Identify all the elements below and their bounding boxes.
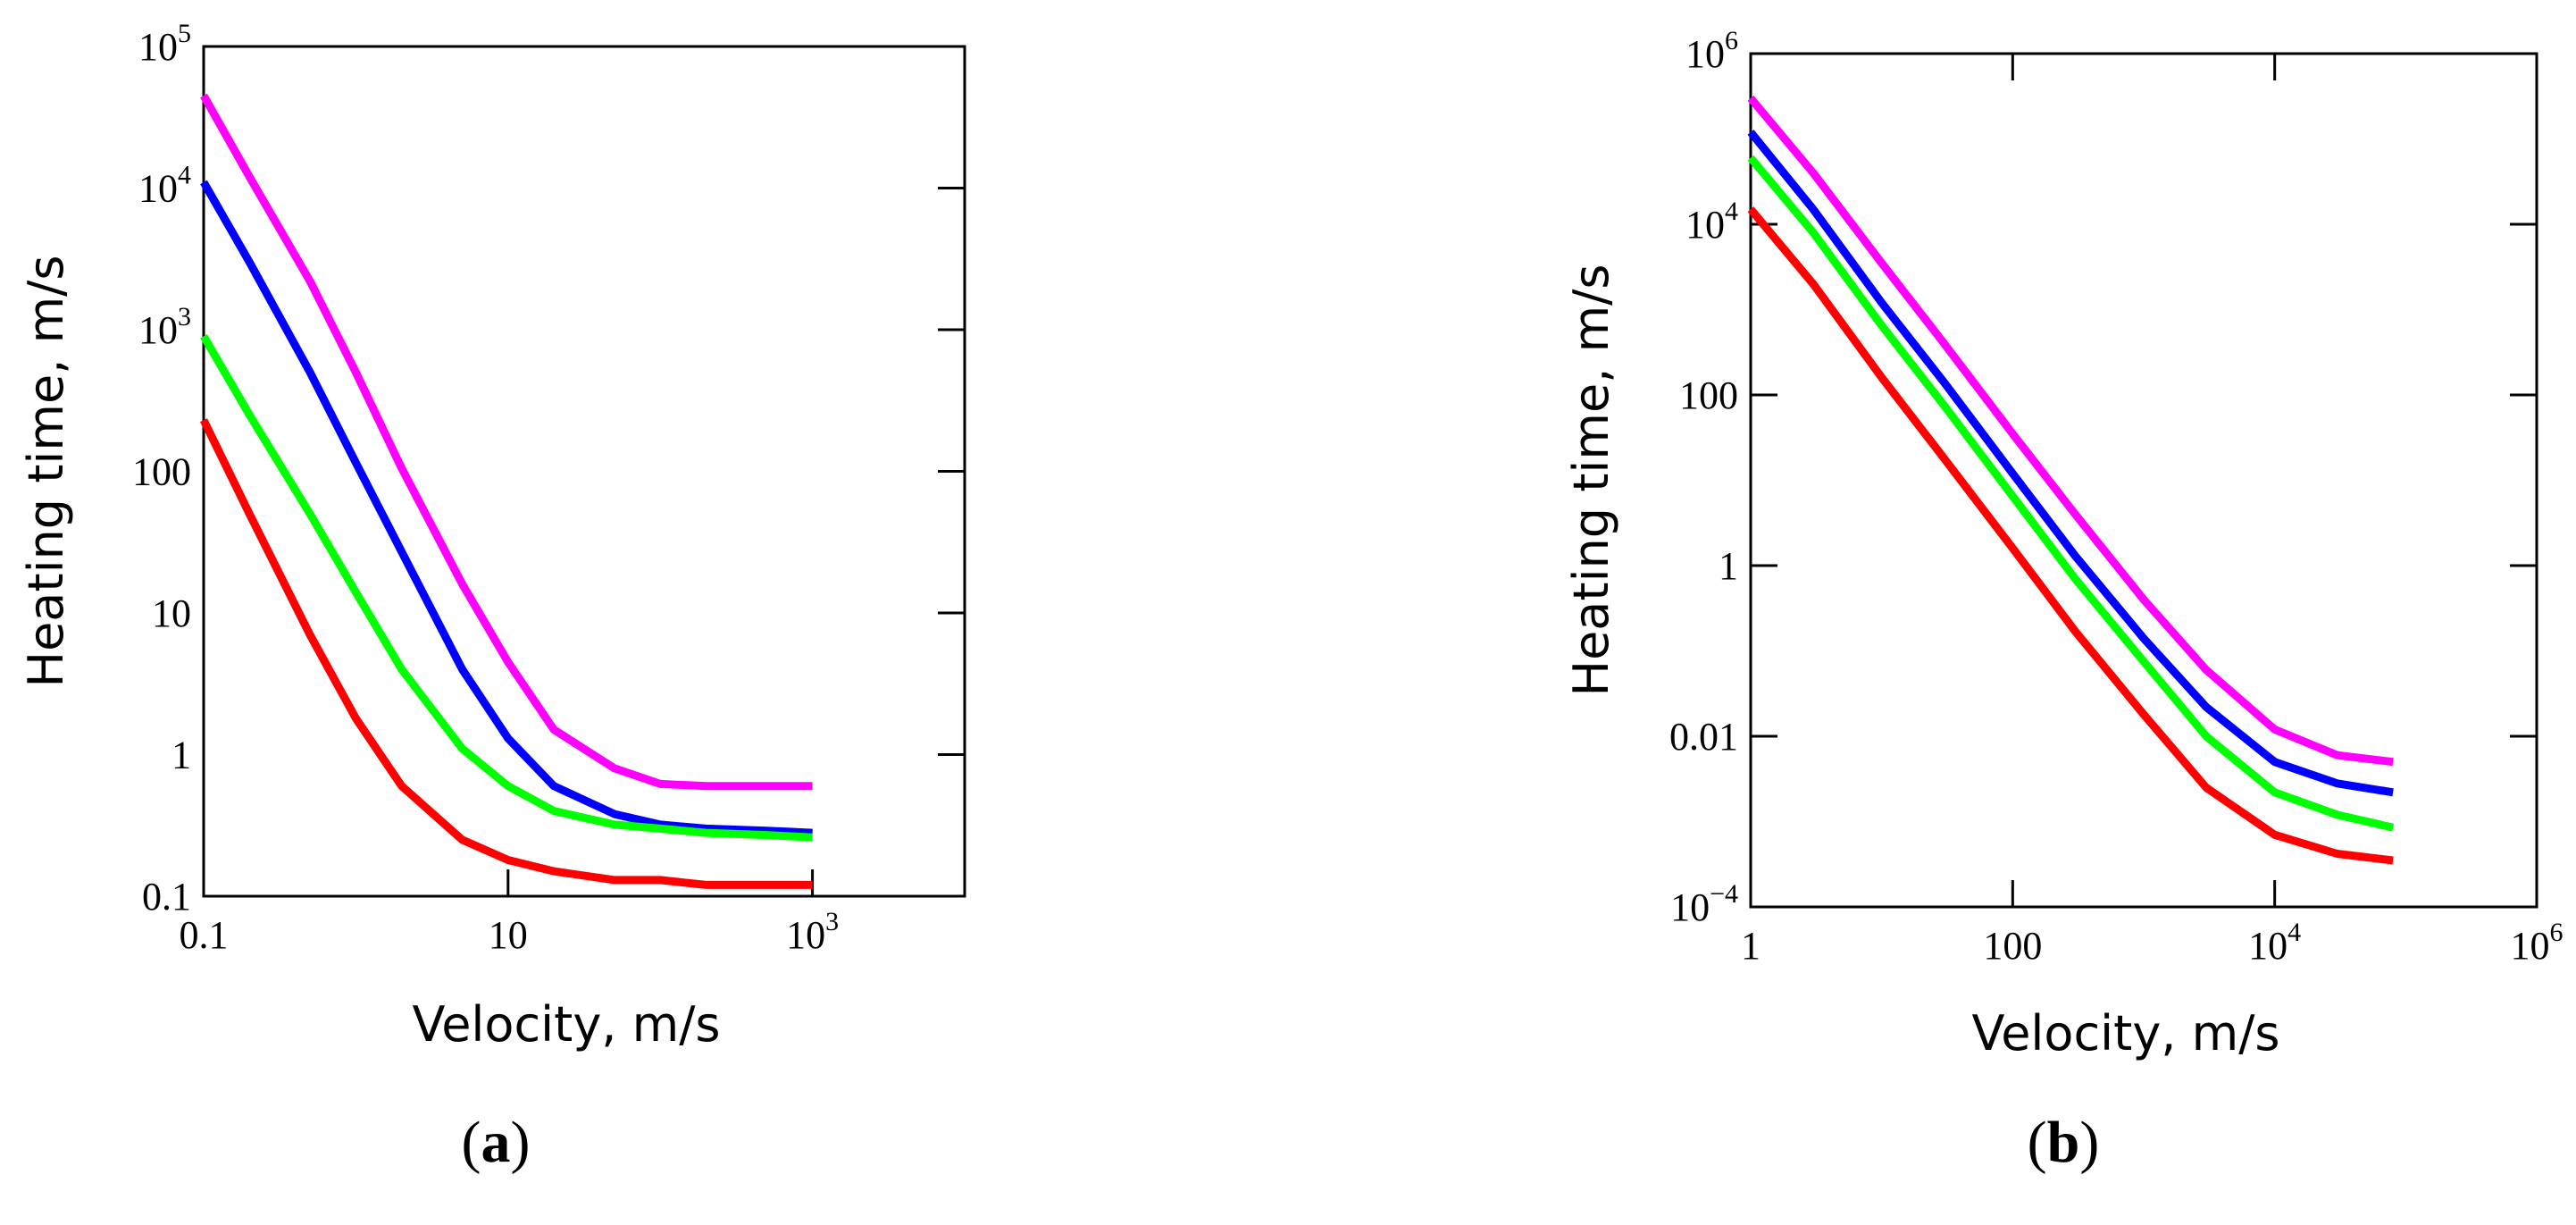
y-tick-label: 104 [138,161,191,211]
caption-open-paren: ( [462,1110,481,1175]
y-tick-label-exponent: 3 [178,302,191,331]
panel-caption: (a) [462,1110,531,1175]
y-tick-label: 100 [132,450,191,494]
caption-open-paren: ( [2028,1110,2047,1175]
y-axis-title: Heating time, m/s [1563,264,1619,696]
x-tick-label-base: 1 [1741,924,1761,968]
plot-frame [202,45,966,898]
y-tick-label: 10 [152,592,191,635]
y-tick-label-exponent: 4 [1725,197,1738,226]
caption-letter: b [2047,1110,2080,1175]
caption-close-paren: ) [511,1110,531,1175]
x-tick-label: 104 [2248,918,2301,968]
x-tick-label: 103 [786,907,839,957]
x-tick-label-exponent: 4 [2287,918,2301,947]
y-tick-label-base: 10 [138,167,178,211]
x-tick-label-base: 100 [1983,924,2042,968]
y-tick-label-base: 10 [152,592,191,635]
series-line-3 [200,334,813,842]
y-tick-label-exponent: 4 [178,161,191,190]
x-tick-label-exponent: 3 [825,907,839,936]
y-tick-label-base: 0.1 [142,875,191,919]
series-line-4 [1747,206,2394,865]
x-tick-label-base: 10 [2511,924,2550,968]
y-tick-label-exponent: 6 [1725,26,1738,55]
x-axis-title: Velocity, m/s [1971,1005,2279,1061]
y-tick-label-base: 10 [1685,32,1725,76]
x-tick-label-base: 0.1 [180,913,229,957]
series-line-4 [199,418,813,889]
x-tick-label-base: 10 [786,913,825,957]
y-tick-label: 1 [1719,544,1738,588]
y-tick-label-exponent: −4 [1710,879,1738,909]
caption-close-paren: ) [2079,1110,2099,1175]
series-line-1 [1747,96,2394,767]
y-tick-label-base: 1 [1719,544,1738,588]
series-line-2 [1747,130,2394,797]
x-axis-title: Velocity, m/s [412,996,720,1053]
x-tick-label: 10 [489,913,528,957]
y-tick-label: 0.1 [142,875,191,919]
y-tick-label-base: 10 [138,25,178,69]
x-tick-label-exponent: 6 [2550,918,2563,947]
y-tick-label-base: 10 [138,308,178,352]
y-tick-label: 104 [1685,197,1738,247]
y-tick-label-base: 0.01 [1669,715,1738,759]
x-tick-label: 100 [1983,924,2042,968]
y-tick-label-base: 100 [132,450,191,494]
x-tick-label: 1 [1741,924,1761,968]
y-tick-label: 103 [138,302,191,352]
y-tick-label-base: 100 [1679,373,1738,417]
x-tick-label-base: 10 [489,913,528,957]
caption-letter: a [481,1110,511,1175]
y-tick-label-base: 1 [171,734,191,777]
y-tick-label: 0.01 [1669,715,1738,759]
x-tick-label: 106 [2511,918,2563,968]
y-tick-label: 105 [138,19,191,69]
plot-frame [1749,52,2538,909]
x-tick-label-base: 10 [2248,924,2287,968]
y-tick-label-exponent: 5 [178,19,191,48]
y-tick-label: 106 [1685,26,1738,76]
y-tick-label: 100 [1679,373,1738,417]
series-line-1 [200,93,813,791]
y-tick-label: 10−4 [1670,879,1738,929]
x-tick-label: 0.1 [180,913,229,957]
y-tick-label: 1 [171,734,191,777]
panel-caption: (b) [2028,1110,2100,1175]
series-line-2 [200,180,813,837]
y-tick-label-base: 10 [1670,885,1710,929]
series-line-3 [1747,155,2395,832]
y-axis-title: Heating time, m/s [18,255,74,687]
y-tick-label-base: 10 [1685,203,1725,247]
